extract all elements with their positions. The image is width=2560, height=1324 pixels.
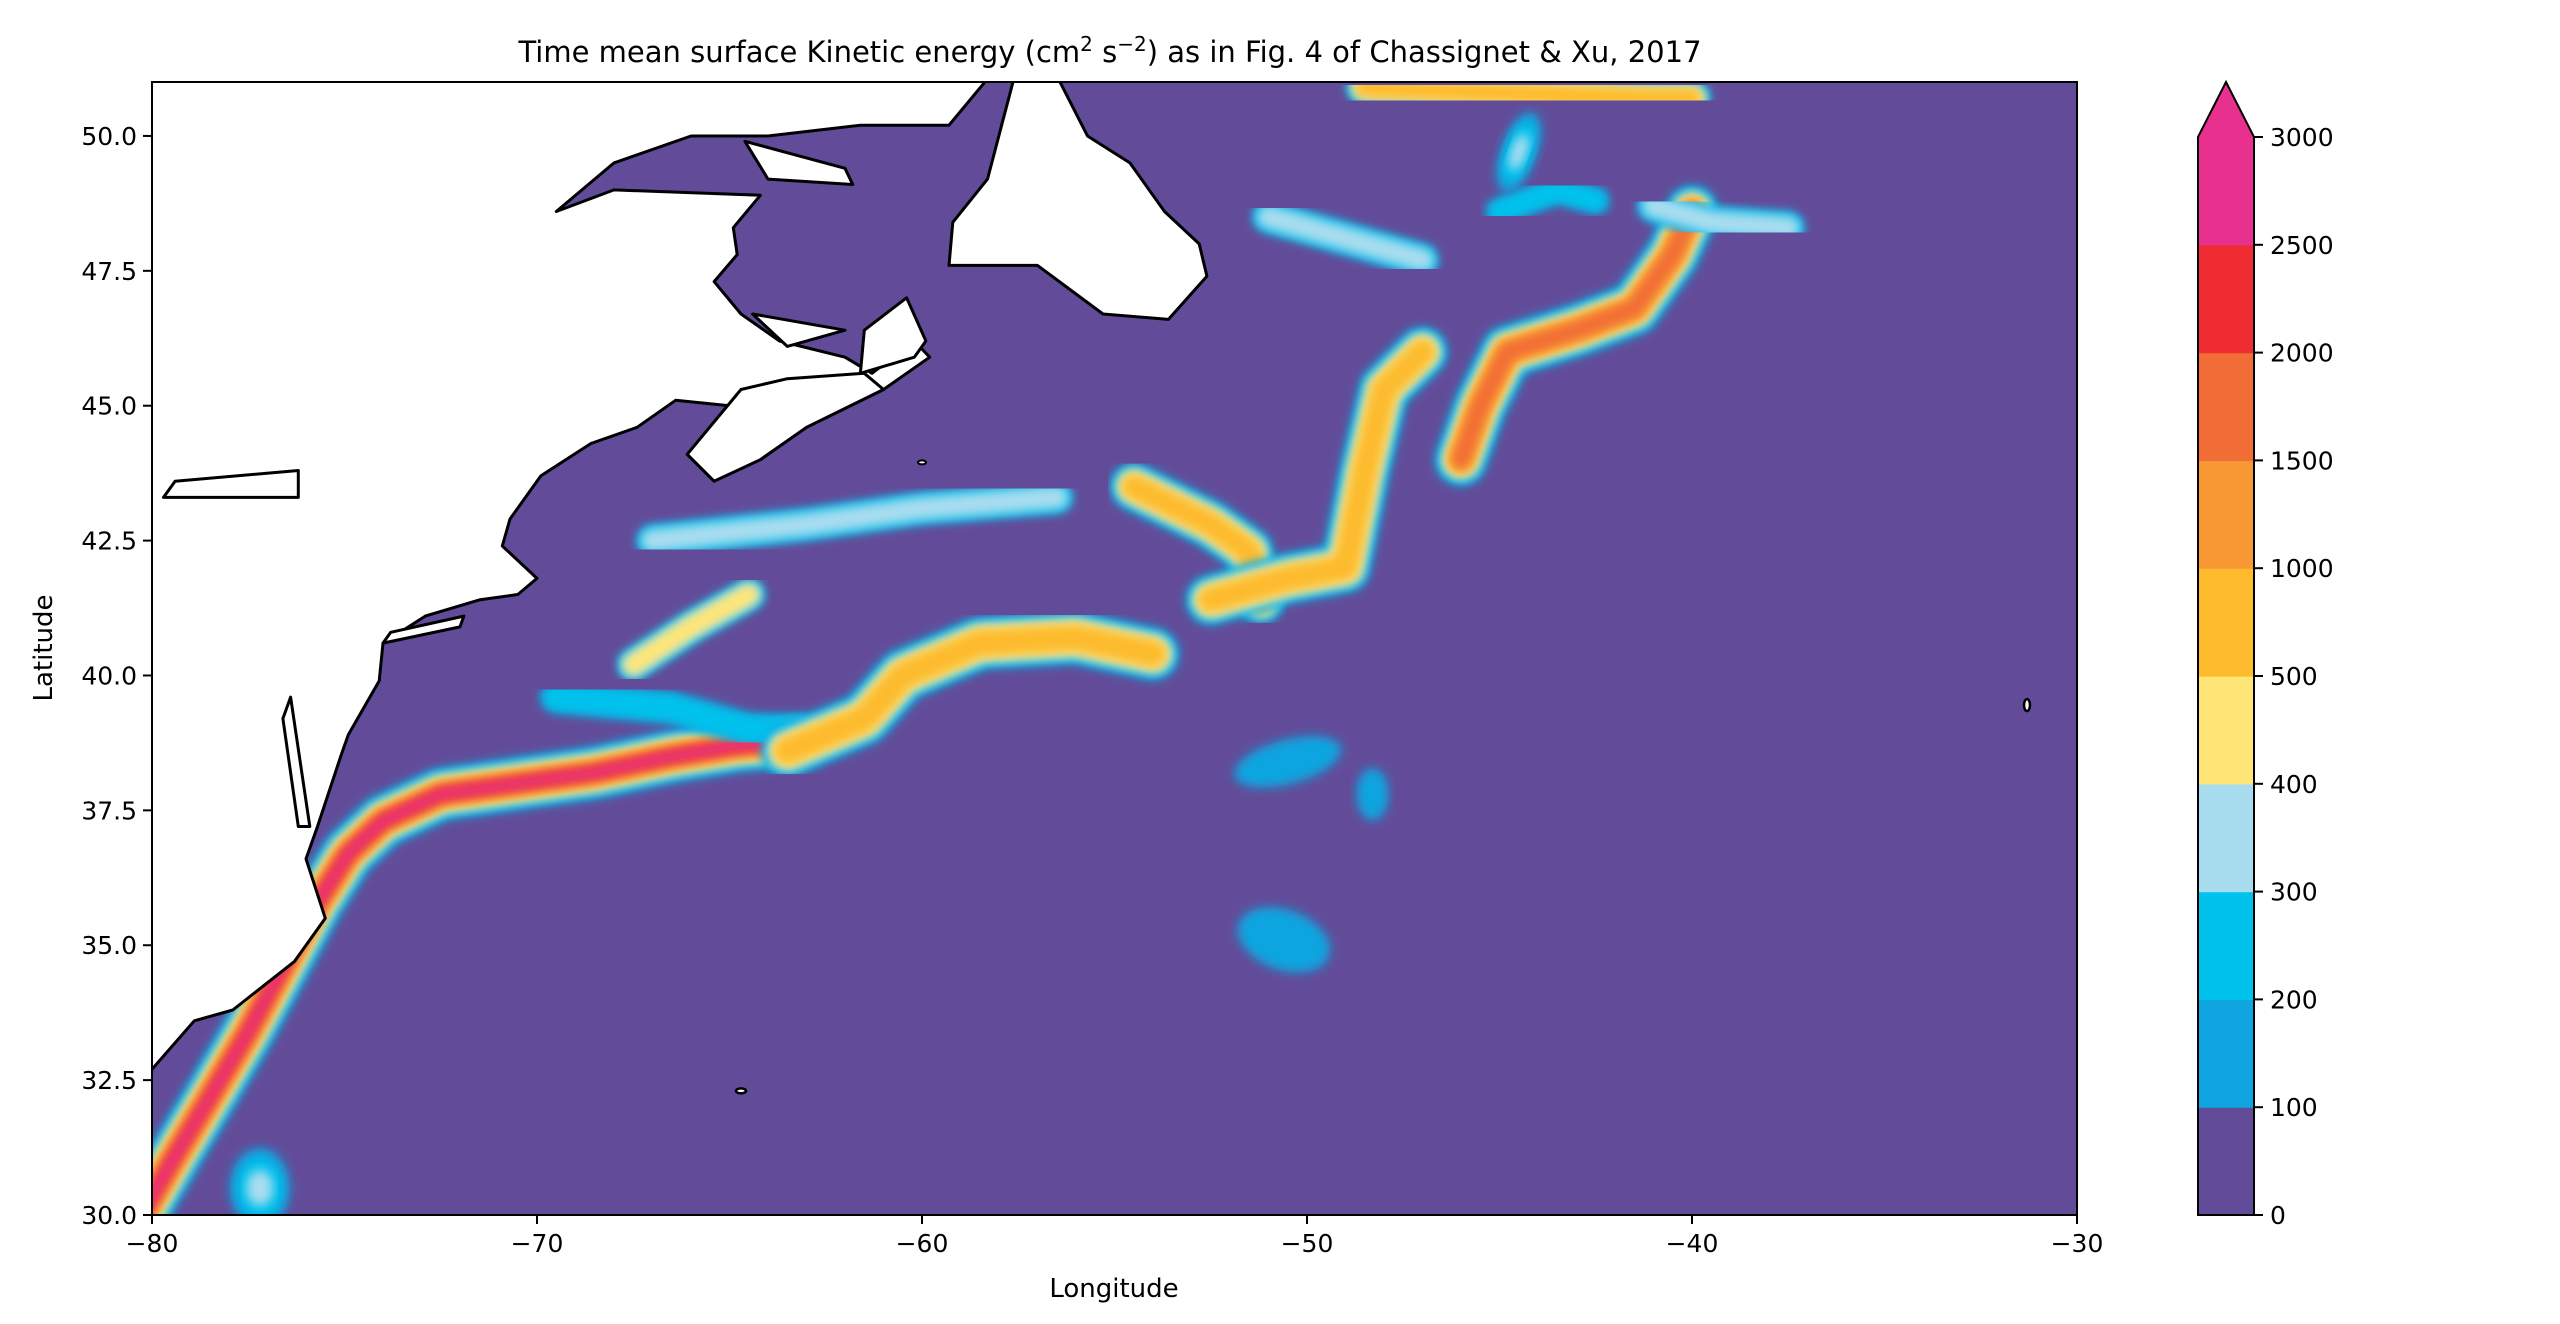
y-tick-label: 32.5	[81, 1066, 137, 1095]
nac-west-band-5	[1198, 339, 1436, 613]
land-newfoundland	[947, 82, 1209, 321]
y-tick-label: 30.0	[81, 1201, 137, 1230]
land-layer	[152, 82, 2032, 1095]
eddy-gulf-3-level-1	[1237, 907, 1331, 973]
y-axis: 30.0 32.5 35.0 37.5 40.0 42.5 45.0 47.5 50.0	[81, 122, 152, 1230]
y-tick-label: 42.5	[81, 527, 137, 556]
x-axis: −80 −70 −60 −50 −40 −30	[126, 1215, 2104, 1258]
slope-eddy-band-4	[623, 584, 759, 675]
land-bermuda	[734, 1087, 748, 1095]
y-tick-label: 50.0	[81, 122, 137, 151]
plot-area	[152, 82, 2077, 1215]
colorbar-segment	[2198, 1107, 2254, 1216]
colorbar-segment	[2198, 676, 2254, 785]
chart-title: Time mean surface Kinetic energy (cm2 s−…	[517, 32, 1701, 69]
colorbar-tick-label: 500	[2270, 662, 2318, 691]
colorbar-segment	[2198, 137, 2254, 246]
colorbar-segment	[2198, 891, 2254, 1000]
flemish-cap-flow-band-3	[1257, 205, 1434, 272]
eddy-gulf-2-level-1	[1356, 768, 1389, 821]
colorbar-segment	[2198, 460, 2254, 569]
colorbar-tick-label: 2500	[2270, 231, 2334, 260]
y-tick-label: 47.5	[81, 257, 137, 286]
y-tick-label: 35.0	[81, 931, 137, 960]
y-tick-label: 37.5	[81, 796, 137, 825]
colorbar-tick-label: 400	[2270, 770, 2318, 799]
x-tick-label: −30	[2051, 1229, 2104, 1258]
colorbar-segment	[2198, 352, 2254, 461]
plot-frame	[151, 81, 2078, 1216]
colorbar-tick-label: 0	[2270, 1201, 2286, 1230]
land-chesapeake-bay	[281, 695, 312, 828]
land-long-island	[381, 614, 466, 645]
colorbar-segment	[2198, 783, 2254, 893]
x-tick-label: −40	[1666, 1229, 1719, 1258]
x-tick-label: −70	[511, 1229, 564, 1258]
meander-east-band-5	[773, 624, 1167, 765]
x-tick-label: −60	[896, 1229, 949, 1258]
eddy-north-level-3	[1508, 134, 1529, 170]
colorbar-segment	[2198, 568, 2254, 677]
colorbar-tick-label: 1500	[2270, 446, 2334, 475]
x-tick-label: −50	[1281, 1229, 1334, 1258]
land-anticosti	[743, 139, 855, 186]
land-lake-ontario	[162, 469, 300, 499]
colorbar-tick-label: 3000	[2270, 123, 2334, 152]
eddy-south-level-3	[246, 1170, 274, 1206]
subpolar-eddy-band-2	[1488, 178, 1607, 223]
colorbar-frame	[2197, 79, 2255, 1216]
y-axis-label: Latitude	[29, 594, 59, 701]
eddy-gulf-1-level-1	[1234, 736, 1342, 788]
gulf-stream-band-9	[152, 736, 803, 1205]
land-sable-island	[917, 459, 927, 466]
land-nova-scotia	[685, 371, 885, 483]
land-azores	[2022, 697, 2032, 713]
land-cape-breton	[858, 296, 928, 375]
colorbar-segment	[2198, 999, 2254, 1108]
x-axis-label: Longitude	[1049, 1274, 1178, 1304]
nac-east-band-7	[1452, 203, 1701, 469]
y-tick-label: 45.0	[81, 392, 137, 421]
labrador-jet-band-5	[1355, 82, 1702, 108]
colorbar-tick-label: 100	[2270, 1093, 2318, 1122]
x-tick-label: −80	[126, 1229, 179, 1258]
colorbar: 0 100 200 300 400 500 1000 1500 2000 2500 3000	[2197, 79, 2334, 1230]
nac-tail-band-3	[1642, 194, 1800, 240]
colorbar-tick-label: 1000	[2270, 554, 2334, 583]
colorbar-tick-label: 2000	[2270, 339, 2334, 368]
northern-branch-band-3	[641, 486, 1069, 552]
colorbar-segment	[2198, 244, 2254, 354]
colorbar-tick-label: 300	[2270, 878, 2318, 907]
colorbar-extend-arrow	[2198, 82, 2254, 137]
colorbar-tick-label: 200	[2270, 985, 2318, 1014]
land-pei	[751, 312, 847, 348]
y-tick-label: 40.0	[81, 661, 137, 690]
